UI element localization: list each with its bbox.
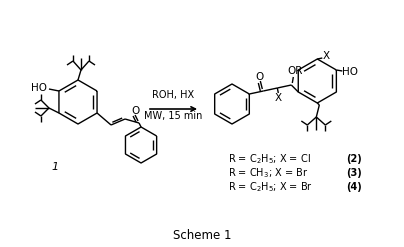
Text: Scheme 1: Scheme 1: [173, 228, 231, 242]
Text: ROH, HX: ROH, HX: [152, 90, 195, 100]
Text: O: O: [131, 106, 139, 116]
Text: (3): (3): [346, 168, 362, 178]
Text: X: X: [323, 51, 330, 61]
Text: MW, 15 min: MW, 15 min: [144, 111, 203, 121]
Text: X: X: [275, 93, 282, 103]
Text: 1: 1: [51, 162, 59, 172]
Text: HO: HO: [31, 83, 47, 93]
Text: (4): (4): [346, 182, 362, 192]
Text: (2): (2): [346, 154, 362, 164]
Text: R = C$_2$H$_5$; X = Br: R = C$_2$H$_5$; X = Br: [228, 180, 313, 194]
Text: R = CH$_3$; X = Br: R = CH$_3$; X = Br: [228, 166, 308, 180]
Text: O: O: [255, 72, 263, 82]
Text: OR: OR: [288, 66, 303, 76]
Text: R = C$_2$H$_5$; X = Cl: R = C$_2$H$_5$; X = Cl: [228, 152, 311, 166]
Text: HO: HO: [342, 67, 358, 77]
